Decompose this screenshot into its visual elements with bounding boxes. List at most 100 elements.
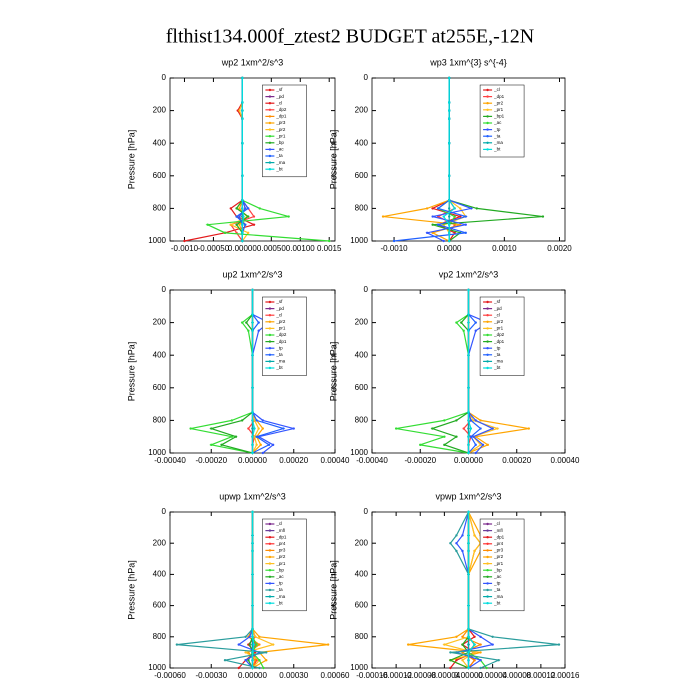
legend-marker bbox=[268, 102, 272, 105]
series-point bbox=[467, 288, 470, 292]
series-point bbox=[449, 651, 452, 654]
legend-marker bbox=[268, 88, 272, 92]
legend-marker bbox=[486, 102, 489, 105]
series-point bbox=[461, 643, 464, 646]
panel: vp2 1xm^2/s^3 Pressure [hPa] 0 200 400 600 800… bbox=[328, 269, 580, 465]
legend-marker bbox=[268, 575, 272, 578]
legend-marker bbox=[268, 141, 272, 144]
y-tick-label: 0 bbox=[162, 507, 167, 516]
legend-label: _sf bbox=[493, 299, 501, 304]
series-point bbox=[238, 223, 241, 226]
series-point bbox=[251, 313, 254, 316]
legend-label: _pr2 bbox=[275, 127, 286, 132]
series-point bbox=[467, 542, 470, 545]
legend-label: _pr2 bbox=[493, 319, 504, 324]
y-tick-label: 800 bbox=[355, 204, 369, 213]
series-point bbox=[265, 651, 268, 654]
series-point bbox=[235, 223, 238, 226]
series-point bbox=[261, 427, 265, 430]
series-point bbox=[241, 239, 244, 243]
series-point bbox=[462, 329, 465, 332]
series-point bbox=[246, 207, 250, 210]
legend-marker bbox=[268, 366, 272, 370]
series-point bbox=[425, 207, 429, 210]
series-point bbox=[462, 427, 465, 430]
y-tick-label: 400 bbox=[355, 138, 369, 147]
legend-marker bbox=[486, 128, 489, 131]
legend-label: _pr1 bbox=[493, 326, 504, 331]
series-point bbox=[252, 215, 256, 218]
x-tick-label: -0.00040 bbox=[154, 456, 186, 465]
y-tick-label: 800 bbox=[355, 632, 369, 641]
legend-label: _dp1 bbox=[275, 114, 287, 119]
series-point bbox=[220, 443, 223, 447]
figure-title: flthist134.000f_ztest2 BUDGET at255E,-12… bbox=[166, 26, 534, 48]
legend-marker bbox=[268, 353, 272, 356]
series-point bbox=[251, 627, 254, 631]
series-point bbox=[255, 443, 258, 447]
legend-marker bbox=[486, 333, 489, 337]
series-point bbox=[240, 321, 244, 324]
y-tick-label: 800 bbox=[153, 632, 167, 641]
x-tick-label: 0.0015 bbox=[317, 244, 342, 253]
series-point bbox=[473, 643, 476, 646]
legend-marker bbox=[268, 588, 272, 592]
legend-label: _ma bbox=[493, 359, 503, 364]
series-point bbox=[464, 215, 467, 218]
legend-marker bbox=[486, 529, 489, 532]
legend-marker bbox=[486, 307, 489, 310]
legend-marker bbox=[268, 555, 272, 559]
series-point bbox=[251, 549, 254, 553]
series-point bbox=[244, 223, 247, 226]
legend-marker bbox=[268, 121, 272, 125]
series-point bbox=[253, 427, 256, 430]
series-point bbox=[241, 142, 244, 145]
x-tick-label: -0.0010 bbox=[380, 244, 408, 253]
series-point bbox=[467, 534, 470, 537]
legend-marker bbox=[268, 148, 272, 151]
legend-label: _ta bbox=[275, 587, 283, 592]
series-point bbox=[467, 443, 470, 447]
legend-label: _pd bbox=[493, 306, 502, 311]
legend-label: _dp1 bbox=[275, 339, 287, 344]
series-point bbox=[485, 666, 488, 670]
legend-label: _cl bbox=[493, 87, 500, 92]
series-line bbox=[461, 511, 483, 669]
x-tick-label: 0.00012 bbox=[526, 671, 555, 680]
legend-marker bbox=[486, 366, 489, 370]
series-point bbox=[229, 207, 232, 210]
series-line bbox=[467, 290, 472, 453]
series-point bbox=[253, 435, 256, 438]
legend-marker bbox=[268, 569, 272, 572]
series-point bbox=[557, 643, 561, 646]
series-point bbox=[251, 534, 254, 537]
legend-marker bbox=[486, 108, 489, 112]
y-axis-label: Pressure [hPa] bbox=[328, 130, 338, 190]
series-point bbox=[241, 109, 244, 112]
series-point bbox=[259, 443, 262, 447]
series-point bbox=[244, 635, 247, 638]
series-point bbox=[473, 635, 476, 638]
legend-label: _tp bbox=[493, 127, 501, 132]
series-point bbox=[235, 207, 238, 210]
series-point bbox=[436, 207, 440, 210]
series-point bbox=[461, 534, 464, 537]
series-point bbox=[443, 443, 446, 447]
x-tick-label: 0.00000 bbox=[228, 244, 257, 253]
series-point bbox=[248, 643, 251, 646]
series-point bbox=[255, 419, 258, 422]
series-point bbox=[431, 223, 434, 226]
series-point bbox=[473, 549, 476, 553]
series-point bbox=[265, 659, 268, 662]
series-point bbox=[541, 215, 545, 218]
series-point bbox=[467, 651, 470, 654]
series-point bbox=[251, 329, 254, 332]
series-point bbox=[448, 207, 451, 210]
series-point bbox=[241, 231, 244, 235]
y-tick-label: 800 bbox=[153, 416, 167, 425]
series-point bbox=[251, 386, 254, 389]
legend-label: _bp1 bbox=[493, 114, 505, 119]
series-point bbox=[467, 435, 470, 438]
legend-label: _pr1 bbox=[275, 326, 286, 331]
legend-marker bbox=[268, 95, 272, 98]
